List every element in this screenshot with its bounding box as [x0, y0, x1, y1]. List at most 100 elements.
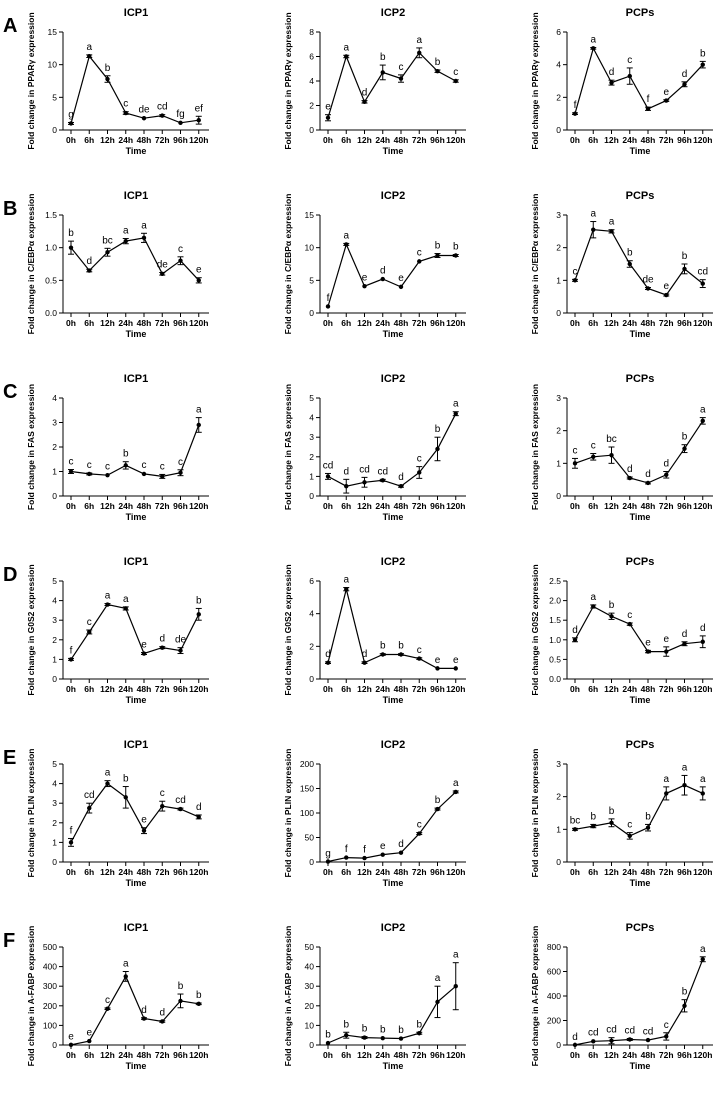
chart-f1-y-tick-label-5: 500 — [43, 942, 57, 952]
chart-f2-sig-letter-0: b — [325, 1029, 331, 1040]
chart-c2-point-2 — [362, 480, 367, 485]
chart-b1-sig-letter-6: c — [178, 244, 183, 255]
chart-c3-x-tick-label-7: 120h — [693, 501, 712, 511]
chart-f3-sig-letter-3: cd — [624, 1026, 635, 1037]
chart-b1-y-tick-label-2: 1.0 — [45, 243, 57, 253]
chart-e2-point-7 — [453, 789, 458, 795]
chart-e2-x-tick-label-7: 120h — [446, 867, 465, 877]
chart-d2-point-3 — [380, 652, 385, 657]
chart-a3-y-tick-label-3: 6 — [556, 27, 561, 37]
chart-b3-y-tick-label-0: 0 — [556, 308, 561, 318]
chart-c3-point-5 — [664, 472, 669, 477]
chart-e1-series-line — [70, 782, 200, 843]
chart-b3-sig-letter-7: cd — [697, 267, 708, 278]
chart-d1-x-title: Time — [126, 695, 147, 705]
chart-a2: ICP2 0 2 4 6 8 0h 6h 12h 24h 48h 72h 96h 120h Time Fold… — [283, 7, 466, 156]
chart-c2-x-tick-label-5: 72h — [412, 501, 427, 511]
chart-c1-sig-letter-1: c — [87, 460, 92, 471]
chart-a3-y-title: Fold change in PPARγ expression — [530, 12, 540, 149]
chart-f3-y-tick-label-0: 0 — [556, 1040, 561, 1050]
chart-b3: PCPs 0 1 2 3 0h 6h 12h 24h 48h 72h 96h 120h Time Fold … — [530, 190, 713, 339]
chart-c2-series-line — [327, 413, 457, 487]
svg-text:E: E — [3, 747, 16, 769]
chart-a2-sig-letter-2: d — [362, 88, 368, 99]
chart-d2-x-title: Time — [383, 695, 404, 705]
chart-c3-sig-letter-2: bc — [606, 434, 617, 445]
chart-c2-y-tick-label-3: 3 — [309, 432, 314, 442]
chart-f2-point-1 — [344, 1033, 349, 1038]
chart-a3-x-tick-label-7: 120h — [693, 135, 712, 145]
chart-e2-x-tick-label-0: 0h — [323, 867, 333, 877]
chart-e3: PCPs 0 1 2 3 0h 6h 12h 24h 48h 72h 96h 120h Time Fold … — [530, 739, 713, 888]
chart-d2-sig-letter-6: e — [435, 655, 441, 666]
chart-f2-sig-letter-1: b — [343, 1019, 349, 1030]
chart-e1-sig-letter-3: b — [123, 774, 129, 785]
chart-d3-x-tick-label-3: 24h — [622, 684, 637, 694]
chart-c1-point-1 — [87, 471, 92, 477]
chart-f3-x-tick-label-5: 72h — [659, 1050, 674, 1060]
chart-d3-x-tick-label-5: 72h — [659, 684, 674, 694]
chart-b1-x-tick-label-2: 12h — [100, 318, 115, 328]
chart-a2-point-2 — [362, 99, 367, 105]
chart-c1-x-tick-label-1: 6h — [84, 501, 94, 511]
chart-d3-sig-letter-4: e — [645, 637, 651, 648]
chart-b1-sig-letter-0: b — [68, 228, 74, 239]
chart-f2-sig-letter-6: a — [435, 973, 441, 984]
chart-d3-sig-letter-1: a — [590, 592, 596, 603]
chart-d2-y-tick-label-0: 0 — [309, 674, 314, 684]
chart-f2-point-5 — [417, 1031, 422, 1036]
chart-c3-y-tick-label-2: 2 — [556, 426, 561, 436]
chart-d1-point-2 — [105, 602, 110, 607]
chart-c1-y-tick-label-4: 4 — [52, 393, 57, 403]
chart-e3-y-tick-label-0: 0 — [556, 857, 561, 867]
chart-f3-x-tick-label-1: 6h — [588, 1050, 598, 1060]
chart-d3-point-6 — [682, 641, 687, 646]
chart-c1-title: ICP1 — [124, 373, 148, 385]
chart-a2-x-tick-label-3: 24h — [375, 135, 390, 145]
chart-f2-sig-letter-7: a — [453, 950, 459, 961]
chart-b2-point-7 — [453, 253, 458, 258]
chart-c3-sig-letter-0: c — [573, 445, 578, 456]
chart-b3-sig-letter-0: c — [573, 266, 578, 277]
chart-a2-y-tick-label-0: 0 — [309, 125, 314, 135]
chart-a1-point-0 — [68, 121, 74, 126]
chart-c1-x-tick-label-6: 96h — [173, 501, 188, 511]
chart-e3-point-2 — [609, 820, 614, 825]
chart-e1-x-tick-label-1: 6h — [84, 867, 94, 877]
chart-b2-sig-letter-5: c — [417, 248, 422, 259]
chart-e1-x-tick-label-4: 48h — [137, 867, 152, 877]
chart-f2-x-tick-label-6: 96h — [430, 1050, 445, 1060]
row-label-e: E — [3, 747, 16, 769]
chart-a1-x-tick-label-5: 72h — [155, 135, 170, 145]
chart-e3-x-tick-label-7: 120h — [693, 867, 712, 877]
chart-c3-point-0 — [572, 461, 578, 466]
chart-f1-sig-letter-6: b — [178, 981, 184, 992]
chart-f3-point-3 — [627, 1037, 632, 1042]
chart-c1-y-title: Fold change in FAS expression — [26, 384, 36, 510]
chart-c1-y-tick-label-3: 3 — [52, 418, 57, 428]
chart-e3-sig-letter-1: b — [590, 811, 596, 822]
chart-d3-sig-letter-7: d — [700, 623, 706, 634]
chart-a3-sig-letter-4: f — [647, 94, 650, 105]
chart-d1-y-tick-label-3: 3 — [52, 615, 57, 625]
chart-d1-point-3 — [123, 606, 128, 611]
chart-b3-point-5 — [664, 292, 669, 298]
svg-text:C: C — [3, 381, 17, 403]
chart-b1-sig-letter-5: de — [157, 259, 169, 270]
chart-d1-y-tick-label-5: 5 — [52, 576, 57, 586]
chart-c1-y-tick-label-2: 2 — [52, 442, 57, 452]
chart-b3-x-title: Time — [630, 329, 651, 339]
chart-f3-y-tick-label-1: 200 — [547, 1016, 561, 1026]
chart-b1-y-title: Fold change in C/EBPα expression — [26, 194, 36, 335]
chart-b1-sig-letter-2: bc — [102, 235, 113, 246]
chart-f1-x-tick-label-3: 24h — [118, 1050, 133, 1060]
chart-a1-sig-letter-6: fg — [176, 109, 184, 120]
chart-a3-x-tick-label-2: 12h — [604, 135, 619, 145]
row-label-f: F — [3, 930, 15, 952]
chart-a1-sig-letter-1: a — [86, 42, 92, 53]
chart-d3-point-0 — [572, 637, 578, 642]
chart-e2-y-tick-label-1: 50 — [305, 833, 315, 843]
chart-f1-point-3 — [123, 974, 128, 979]
chart-b2-y-tick-label-0: 0 — [309, 308, 314, 318]
chart-b3-x-tick-label-4: 48h — [641, 318, 656, 328]
